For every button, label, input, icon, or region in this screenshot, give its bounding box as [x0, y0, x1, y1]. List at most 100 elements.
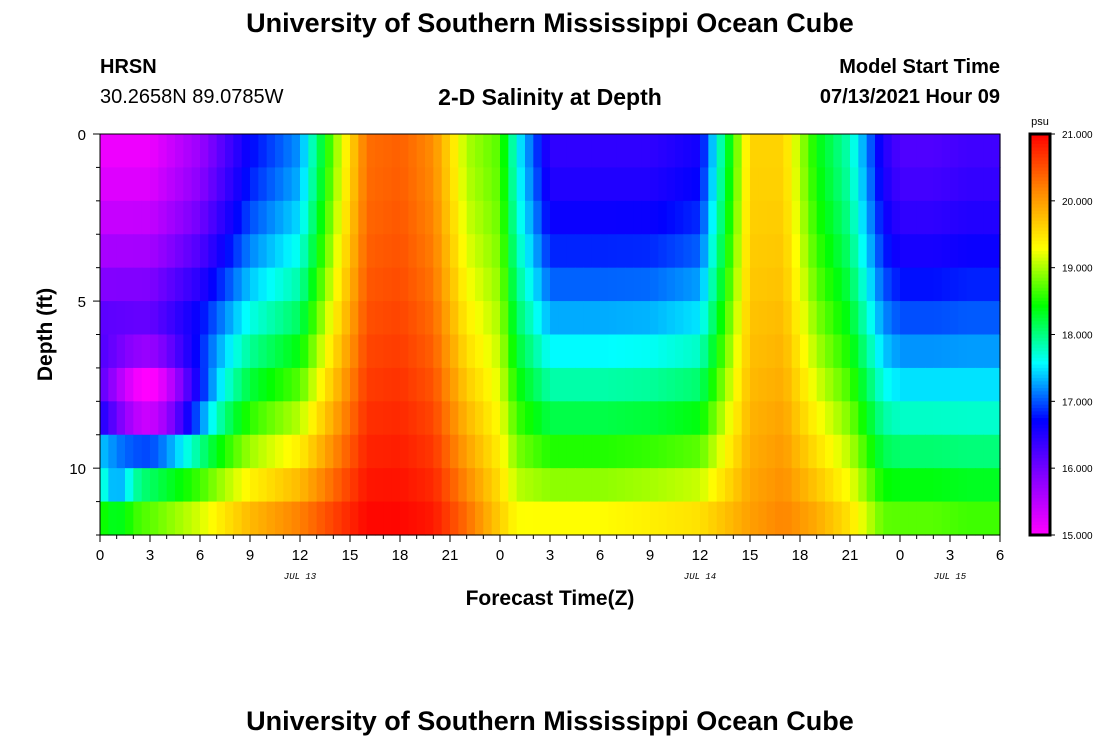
heatmap-cell — [633, 267, 643, 302]
heatmap-cell — [691, 200, 701, 235]
heatmap-cell — [258, 334, 268, 369]
heatmap-cell — [141, 468, 151, 503]
heatmap-cell — [216, 501, 226, 536]
heatmap-cell — [200, 167, 209, 202]
heatmap-cell — [341, 468, 351, 503]
heatmap-cell — [975, 501, 984, 536]
heatmap-cell — [333, 334, 343, 369]
heatmap-cell — [591, 134, 601, 169]
heatmap-cell — [958, 434, 968, 469]
heatmap-cell — [433, 301, 443, 336]
heatmap-cell — [391, 434, 401, 469]
colorbar-segment — [1030, 411, 1050, 416]
heatmap-cell — [208, 200, 218, 235]
heatmap-cell — [733, 367, 743, 402]
colorbar-segment — [1030, 444, 1050, 449]
heatmap-cell — [475, 167, 484, 202]
heatmap-cell — [983, 468, 993, 503]
colorbar-segment — [1030, 374, 1050, 379]
heatmap-cell — [716, 334, 726, 369]
x-tick-label: 12 — [692, 547, 709, 564]
heatmap-cell — [425, 468, 434, 503]
heatmap-cell — [291, 501, 301, 536]
heatmap-cell — [850, 200, 859, 235]
heatmap-cell — [425, 501, 434, 536]
heatmap-cell — [225, 301, 234, 336]
heatmap-cell — [316, 434, 326, 469]
x-axis-title: Forecast Time(Z) — [466, 587, 635, 610]
heatmap-cell — [400, 501, 409, 536]
colorbar-segment — [1030, 511, 1050, 516]
heatmap-cell — [908, 301, 918, 336]
heatmap-cell — [533, 501, 543, 536]
heatmap-cell — [358, 301, 368, 336]
heatmap-cell — [625, 134, 634, 169]
colorbar-segment — [1030, 294, 1050, 299]
heatmap-cell — [816, 401, 826, 436]
heatmap-cell — [216, 200, 226, 235]
heatmap-cell — [450, 434, 459, 469]
colorbar-unit: psu — [1031, 116, 1049, 128]
heatmap-cell — [266, 334, 276, 369]
heatmap-cell — [691, 367, 701, 402]
heatmap-cell — [558, 134, 568, 169]
heatmap-cell — [941, 200, 951, 235]
heatmap-cell — [141, 401, 151, 436]
colorbar-segment — [1030, 260, 1050, 265]
heatmap-cell — [466, 234, 476, 269]
heatmap-cell — [191, 401, 201, 436]
heatmap-cell — [550, 267, 559, 302]
heatmap-cell — [491, 301, 501, 336]
heatmap-cell — [625, 267, 634, 302]
heatmap-cell — [408, 234, 418, 269]
heatmap-cell — [850, 167, 859, 202]
heatmap-cell — [933, 367, 943, 402]
heatmap-cell — [383, 434, 393, 469]
heatmap-cell — [908, 401, 918, 436]
heatmap-cell — [175, 167, 184, 202]
heatmap-cell — [116, 200, 126, 235]
heatmap-cell — [908, 334, 918, 369]
heatmap-cell — [408, 434, 418, 469]
colorbar-segment — [1030, 331, 1050, 336]
heatmap-cell — [983, 434, 993, 469]
heatmap-cell — [700, 301, 709, 336]
heatmap-cell — [108, 468, 118, 503]
heatmap-cell — [483, 401, 493, 436]
heatmap-cell — [141, 200, 151, 235]
heatmap-cell — [766, 334, 776, 369]
heatmap-cell — [266, 167, 276, 202]
heatmap-cell — [933, 468, 943, 503]
heatmap-cell — [633, 468, 643, 503]
heatmap-cell — [233, 234, 243, 269]
heatmap-cell — [875, 367, 884, 402]
colorbar-segment — [1030, 154, 1050, 158]
colorbar-segment — [1030, 414, 1050, 419]
heatmap-cell — [308, 501, 318, 536]
heatmap-cell — [566, 468, 576, 503]
heatmap-cell — [808, 434, 818, 469]
heatmap-cell — [816, 468, 826, 503]
heatmap-cell — [208, 234, 218, 269]
heatmap-cell — [841, 468, 851, 503]
heatmap-cell — [200, 434, 209, 469]
heatmap-cell — [216, 334, 226, 369]
heatmap-cell — [908, 167, 918, 202]
heatmap-cell — [116, 434, 126, 469]
x-axis: 0 3 6 9 12 15 18 21 0 3 6 9 12 15 18 21 0 3 6 JUL 13 JUL 14 J… — [96, 535, 1004, 610]
heatmap-cell — [491, 167, 501, 202]
heatmap-cell — [475, 434, 484, 469]
heatmap-cell — [508, 401, 518, 436]
heatmap-cell — [658, 134, 668, 169]
heatmap-cell — [800, 134, 809, 169]
heatmap-cell — [916, 367, 926, 402]
heatmap-cell — [241, 468, 251, 503]
heatmap-cell — [850, 367, 859, 402]
date-label: JUL 15 — [934, 572, 967, 582]
heatmap-cell — [783, 434, 793, 469]
heatmap-cell — [858, 367, 868, 402]
heatmap-cell — [783, 200, 793, 235]
heatmap-cell — [125, 434, 134, 469]
heatmap-cell — [400, 134, 409, 169]
heatmap-cell — [825, 334, 834, 369]
